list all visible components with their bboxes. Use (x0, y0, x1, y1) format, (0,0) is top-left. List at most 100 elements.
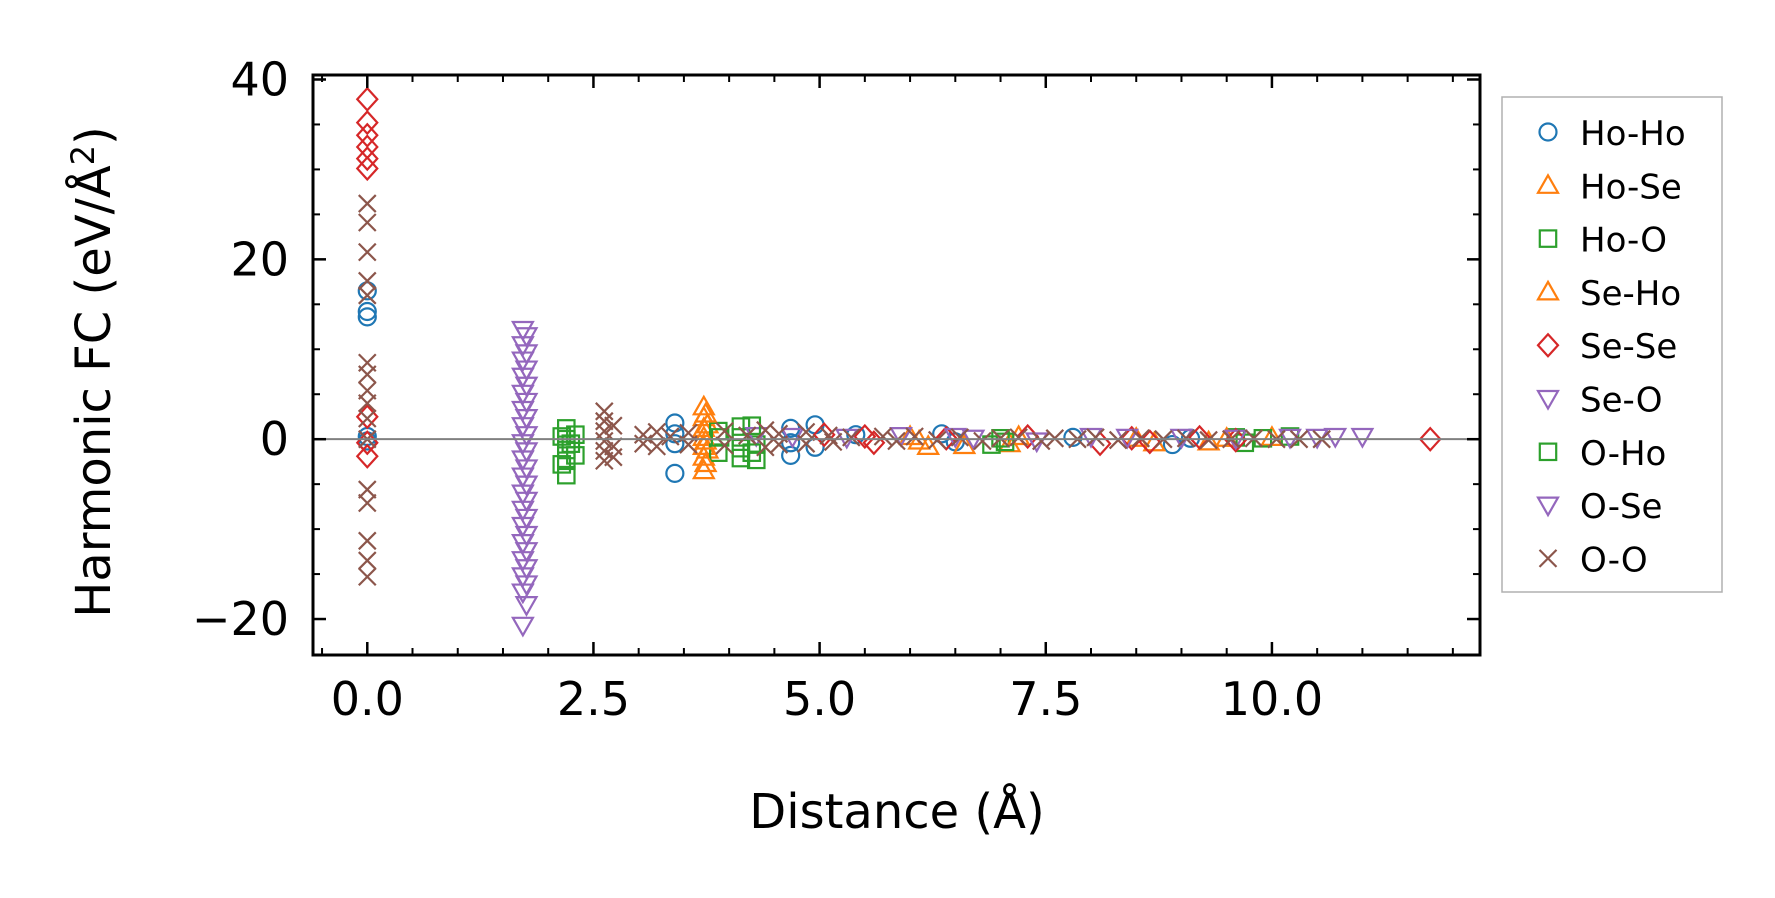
legend-marker-ho-ho (1538, 122, 1558, 142)
y-axis-title-close: ) (66, 126, 122, 145)
data-point (595, 431, 614, 451)
data-point (887, 431, 906, 451)
data-point (1196, 429, 1221, 451)
legend-marker-o-o (1538, 549, 1558, 568)
data-point (823, 432, 843, 452)
legend-marker-o-ho (1538, 442, 1558, 462)
data-point (1063, 427, 1083, 447)
data-point (358, 551, 377, 570)
data-point (661, 427, 680, 446)
data-point (950, 428, 970, 447)
y-axis-title: Harmonic FC (eV/Å2) (64, 126, 122, 618)
data-point (665, 434, 685, 454)
data-point (355, 86, 379, 112)
y-tick-label: 0 (260, 412, 289, 466)
data-point (514, 596, 539, 617)
legend-marker-se-ho (1536, 279, 1560, 301)
plot-marks (355, 86, 1442, 638)
data-point (1009, 428, 1028, 447)
data-point (693, 451, 718, 473)
series-o-o (358, 194, 1331, 587)
data-point (357, 307, 377, 327)
x-axis-title: Distance (Å) (749, 783, 1044, 840)
axes-frame (311, 73, 1482, 657)
data-point (557, 465, 576, 485)
series-ho-ho (357, 281, 1201, 483)
data-point (357, 301, 377, 322)
data-point (715, 421, 734, 441)
data-point (358, 393, 377, 413)
x-axis-ticks: 0.0 2.5 5.0 7.5 10.0 (321, 75, 1454, 726)
data-point (691, 458, 716, 480)
y-tick-label: 20 (230, 232, 289, 286)
y-axis-title-main: Harmonic FC (eV/Å (65, 165, 122, 618)
data-point (796, 434, 816, 453)
data-point (952, 433, 977, 455)
data-point (358, 531, 377, 551)
data-point (358, 286, 377, 305)
y-tick-label: −20 (192, 592, 289, 646)
data-point (595, 402, 614, 421)
data-point (355, 443, 379, 469)
data-point (737, 426, 757, 445)
x-tick-label: 5.0 (783, 672, 856, 726)
series-se-o (510, 320, 1375, 638)
data-point (358, 480, 377, 499)
data-point (647, 437, 667, 456)
data-point (1188, 424, 1212, 451)
data-point (355, 110, 379, 136)
data-point (812, 422, 836, 448)
data-point (514, 459, 539, 481)
data-point (731, 448, 751, 468)
data-point (973, 431, 992, 451)
data-point (510, 616, 535, 638)
data-point (595, 421, 614, 441)
data-point (1323, 427, 1348, 449)
data-point (358, 194, 377, 213)
data-point (355, 145, 379, 172)
data-point (1280, 427, 1300, 446)
data-point (514, 360, 539, 382)
data-point (358, 567, 377, 587)
data-point (514, 491, 539, 513)
data-point (514, 475, 539, 497)
data-point (1350, 427, 1375, 449)
data-point (708, 443, 728, 462)
x-tick-label: 0.0 (331, 672, 404, 726)
legend-label: Ho-Ho (1580, 114, 1686, 154)
legend-marker-se-o (1536, 389, 1560, 411)
legend-label: Se-Ho (1580, 274, 1681, 314)
legend-label: Ho-Se (1580, 167, 1682, 207)
data-point (514, 409, 539, 430)
data-point (781, 445, 801, 465)
data-point (691, 394, 716, 416)
data-point (358, 242, 377, 262)
data-point (1214, 426, 1239, 447)
data-point (647, 422, 667, 442)
x-tick-label: 2.5 (557, 672, 630, 726)
data-point (693, 401, 718, 423)
data-point (552, 455, 572, 474)
data-point (514, 344, 539, 366)
data-point (691, 434, 716, 455)
data-point (1086, 428, 1105, 447)
data-point (358, 493, 377, 513)
data-point (514, 327, 539, 348)
data-point (731, 417, 751, 436)
data-point (514, 508, 539, 530)
data-point (514, 525, 539, 547)
data-point (710, 428, 730, 447)
data-point (514, 426, 539, 447)
data-point (873, 427, 893, 446)
data-point (355, 155, 379, 182)
legend-label: O-Se (1580, 487, 1662, 527)
data-point (358, 213, 377, 232)
data-point (934, 425, 958, 451)
legend-label: O-O (1580, 540, 1648, 580)
legend-label: Ho-O (1580, 221, 1667, 261)
legend-marker-o-se (1536, 496, 1560, 518)
data-point (514, 376, 539, 398)
legend-marker-se-se (1536, 332, 1560, 358)
series-o-se (514, 327, 1348, 617)
